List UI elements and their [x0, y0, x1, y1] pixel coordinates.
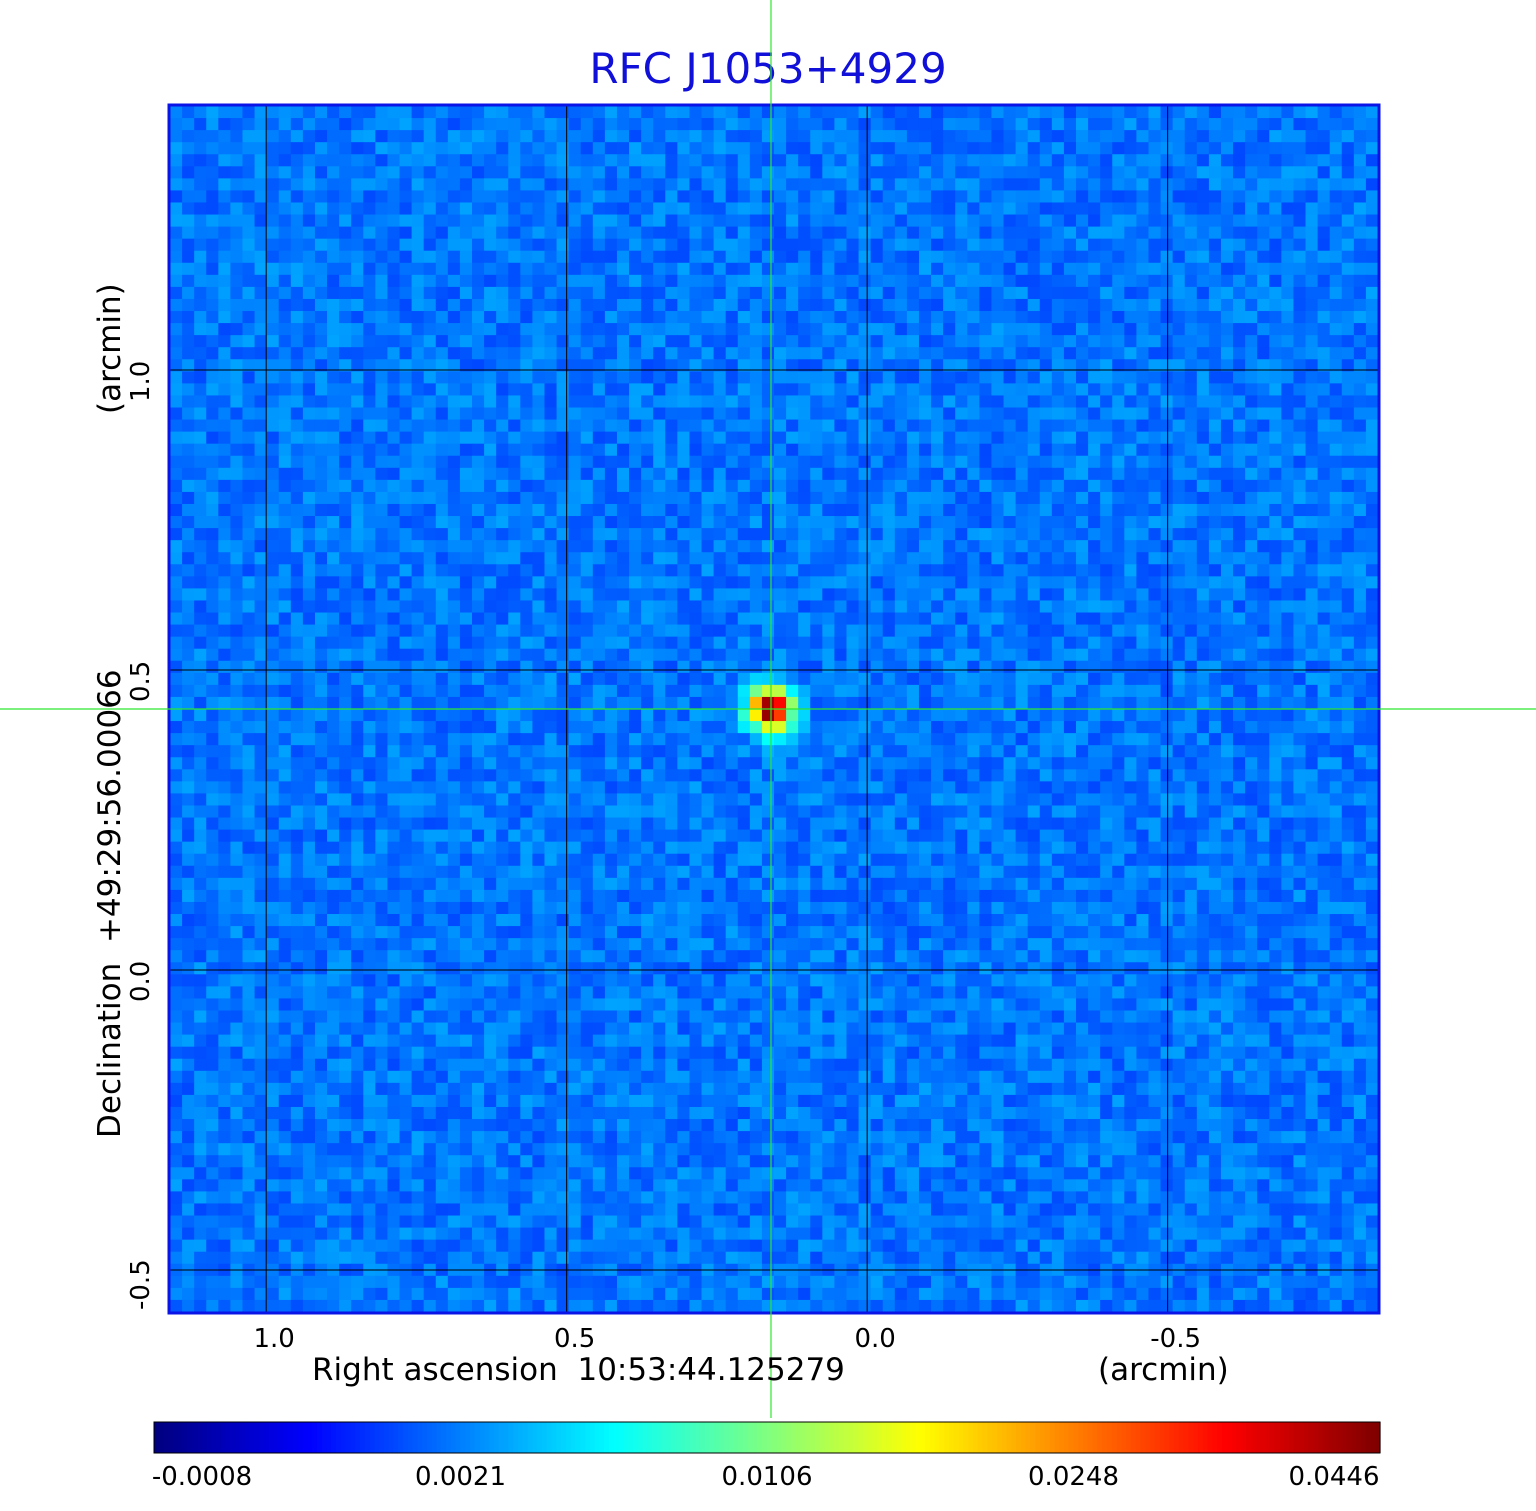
colorbar-tick-label: 0.0106: [721, 1462, 813, 1492]
x-axis-unit: (arcmin): [1098, 1352, 1229, 1388]
y-tick-label: -0.5: [126, 1259, 156, 1310]
chart-title: RFC J1053+4929: [589, 44, 947, 93]
y-axis-label: Declination +49:29:56.00066: [92, 669, 128, 1138]
x-tick-label: 1.0: [253, 1324, 295, 1354]
crosshair: [0, 0, 1536, 1418]
y-tick-label: 0.0: [126, 960, 156, 1002]
x-axis-label: Right ascension 10:53:44.125279: [312, 1352, 845, 1388]
heatmap-image: [170, 106, 1379, 1313]
x-tick-label: 0.5: [553, 1324, 596, 1354]
colorbar-frame: [153, 1421, 1381, 1454]
y-tick-label: 1.0: [126, 360, 156, 402]
colorbar-tick-label: 0.0446: [1288, 1462, 1380, 1492]
x-tick-label: -0.5: [1150, 1324, 1202, 1354]
colorbar-tick-label: -0.0008: [151, 1462, 253, 1492]
colorbar: [153, 1421, 1381, 1454]
y-axis-unit: (arcmin): [92, 283, 128, 414]
x-tick-label: 0.0: [854, 1324, 896, 1354]
colorbar-tick-label: 0.0021: [415, 1462, 506, 1492]
colorbar-tick-label: 0.0248: [1028, 1462, 1119, 1492]
y-tick-label: 0.5: [126, 660, 156, 702]
